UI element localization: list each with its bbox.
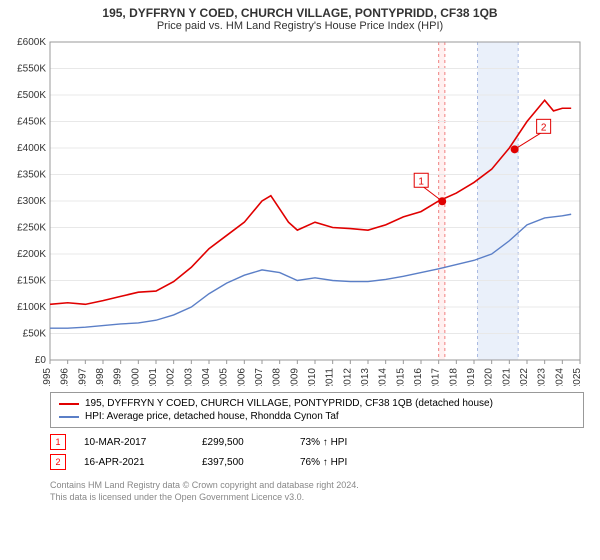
- legend-swatch: [59, 416, 79, 418]
- svg-text:2010: 2010: [307, 368, 318, 386]
- svg-text:2015: 2015: [395, 368, 406, 386]
- footer-line: Contains HM Land Registry data © Crown c…: [50, 480, 584, 492]
- svg-text:2019: 2019: [466, 368, 477, 386]
- dp-price: £299,500: [202, 437, 282, 448]
- legend: 195, DYFFRYN Y COED, CHURCH VILLAGE, PON…: [50, 392, 584, 428]
- svg-text:£100K: £100K: [17, 302, 46, 313]
- dp-date: 16-APR-2021: [84, 457, 184, 468]
- svg-text:1: 1: [418, 176, 424, 187]
- svg-text:2014: 2014: [378, 368, 389, 386]
- legend-label: 195, DYFFRYN Y COED, CHURCH VILLAGE, PON…: [85, 398, 493, 409]
- data-point-row: 2 16-APR-2021 £397,500 76% ↑ HPI: [50, 452, 584, 472]
- dp-delta: 76% ↑ HPI: [300, 457, 347, 468]
- svg-text:£0: £0: [35, 355, 47, 366]
- svg-text:£50K: £50K: [23, 329, 47, 340]
- svg-text:£400K: £400K: [17, 143, 46, 154]
- svg-text:2013: 2013: [360, 368, 371, 386]
- svg-text:2020: 2020: [484, 368, 495, 386]
- svg-text:2017: 2017: [431, 368, 442, 386]
- svg-text:2023: 2023: [537, 368, 548, 386]
- footer-line: This data is licensed under the Open Gov…: [50, 492, 584, 504]
- svg-text:2018: 2018: [448, 368, 459, 386]
- svg-text:£600K: £600K: [17, 37, 46, 48]
- legend-label: HPI: Average price, detached house, Rhon…: [85, 411, 339, 422]
- svg-text:2006: 2006: [236, 368, 247, 386]
- svg-text:£150K: £150K: [17, 276, 46, 287]
- svg-text:1998: 1998: [95, 368, 106, 386]
- chart-area: £0 £50K £100K £150K £200K £250K £300K £350K £400…: [6, 36, 586, 386]
- svg-text:£300K: £300K: [17, 196, 46, 207]
- svg-text:£450K: £450K: [17, 117, 46, 128]
- footer-attribution: Contains HM Land Registry data © Crown c…: [50, 480, 584, 503]
- svg-text:2007: 2007: [254, 368, 265, 386]
- svg-text:1996: 1996: [60, 368, 71, 386]
- svg-text:2003: 2003: [183, 368, 194, 386]
- svg-text:2008: 2008: [272, 368, 283, 386]
- svg-text:£250K: £250K: [17, 223, 46, 234]
- page-title: 195, DYFFRYN Y COED, CHURCH VILLAGE, PON…: [6, 6, 594, 20]
- svg-text:2022: 2022: [519, 368, 530, 386]
- line-chart: £0 £50K £100K £150K £200K £250K £300K £350K £400…: [6, 36, 586, 386]
- svg-text:2: 2: [541, 122, 547, 133]
- svg-text:2012: 2012: [342, 368, 353, 386]
- legend-swatch: [59, 403, 79, 405]
- svg-text:£200K: £200K: [17, 249, 46, 260]
- marker-badge: 1: [50, 434, 66, 450]
- dp-price: £397,500: [202, 457, 282, 468]
- svg-text:2000: 2000: [130, 368, 141, 386]
- page-subtitle: Price paid vs. HM Land Registry's House …: [6, 20, 594, 32]
- svg-text:2025: 2025: [572, 368, 583, 386]
- svg-text:2004: 2004: [201, 368, 212, 386]
- svg-text:1999: 1999: [113, 368, 124, 386]
- dp-delta: 73% ↑ HPI: [300, 437, 347, 448]
- legend-item: HPI: Average price, detached house, Rhon…: [59, 410, 575, 423]
- marker-badge: 2: [50, 454, 66, 470]
- svg-text:2021: 2021: [501, 368, 512, 386]
- svg-text:£350K: £350K: [17, 170, 46, 181]
- svg-text:2016: 2016: [413, 368, 424, 386]
- svg-text:2005: 2005: [219, 368, 230, 386]
- svg-text:2002: 2002: [166, 368, 177, 386]
- data-points-table: 1 10-MAR-2017 £299,500 73% ↑ HPI 2 16-AP…: [50, 432, 584, 472]
- svg-text:2011: 2011: [325, 368, 336, 386]
- svg-text:1995: 1995: [42, 368, 53, 386]
- dp-date: 10-MAR-2017: [84, 437, 184, 448]
- svg-text:2009: 2009: [289, 368, 300, 386]
- svg-text:1997: 1997: [77, 368, 88, 386]
- svg-text:2024: 2024: [554, 368, 565, 386]
- data-point-row: 1 10-MAR-2017 £299,500 73% ↑ HPI: [50, 432, 584, 452]
- svg-text:£550K: £550K: [17, 64, 46, 75]
- svg-text:2001: 2001: [148, 368, 159, 386]
- svg-text:£500K: £500K: [17, 90, 46, 101]
- legend-item: 195, DYFFRYN Y COED, CHURCH VILLAGE, PON…: [59, 397, 575, 410]
